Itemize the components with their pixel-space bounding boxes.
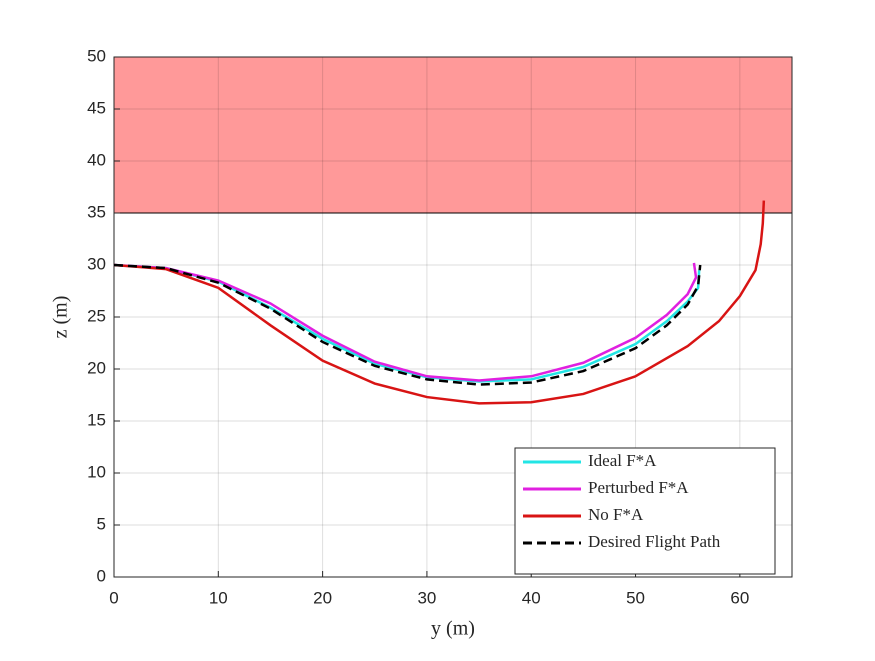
region: [113, 56, 793, 214]
legend-label: Desired Flight Path: [588, 532, 721, 551]
y-tick-label: 35: [87, 202, 106, 221]
y-tick-label: 25: [87, 306, 106, 325]
legend-box: [514, 447, 776, 575]
legend-label: Ideal F*A: [588, 451, 657, 470]
x-tick-label: 60: [730, 588, 749, 607]
y-tick-label: 30: [87, 254, 106, 273]
x-tick-label: 0: [109, 588, 118, 607]
y-tick-label: 15: [87, 410, 106, 429]
series-line: [113, 200, 766, 405]
x-tick-label: 40: [522, 588, 541, 607]
y-axis-label: z (m): [50, 296, 72, 339]
legend-label: Perturbed F*A: [588, 478, 689, 497]
x-tick-label: 50: [626, 588, 645, 607]
y-tick-label: 45: [87, 98, 106, 117]
x-tick-label: 20: [313, 588, 332, 607]
y-tick-label: 5: [97, 514, 106, 533]
legend: Ideal F*A Perturbed F*A No F*A Desired Flig…: [514, 447, 776, 575]
y-tick-label: 0: [97, 566, 106, 585]
legend-label: No F*A: [588, 505, 644, 524]
x-tick-label: 30: [417, 588, 436, 607]
x-axis-label: y (m): [431, 618, 475, 640]
y-tick-label: 20: [87, 358, 106, 377]
x-tick-label: 10: [209, 588, 228, 607]
y-tick-label: 40: [87, 150, 106, 169]
series-line: [113, 262, 698, 382]
axes-box: [113, 56, 793, 578]
y-tick-label: 50: [87, 46, 106, 65]
y-tick-label: 10: [87, 462, 106, 481]
